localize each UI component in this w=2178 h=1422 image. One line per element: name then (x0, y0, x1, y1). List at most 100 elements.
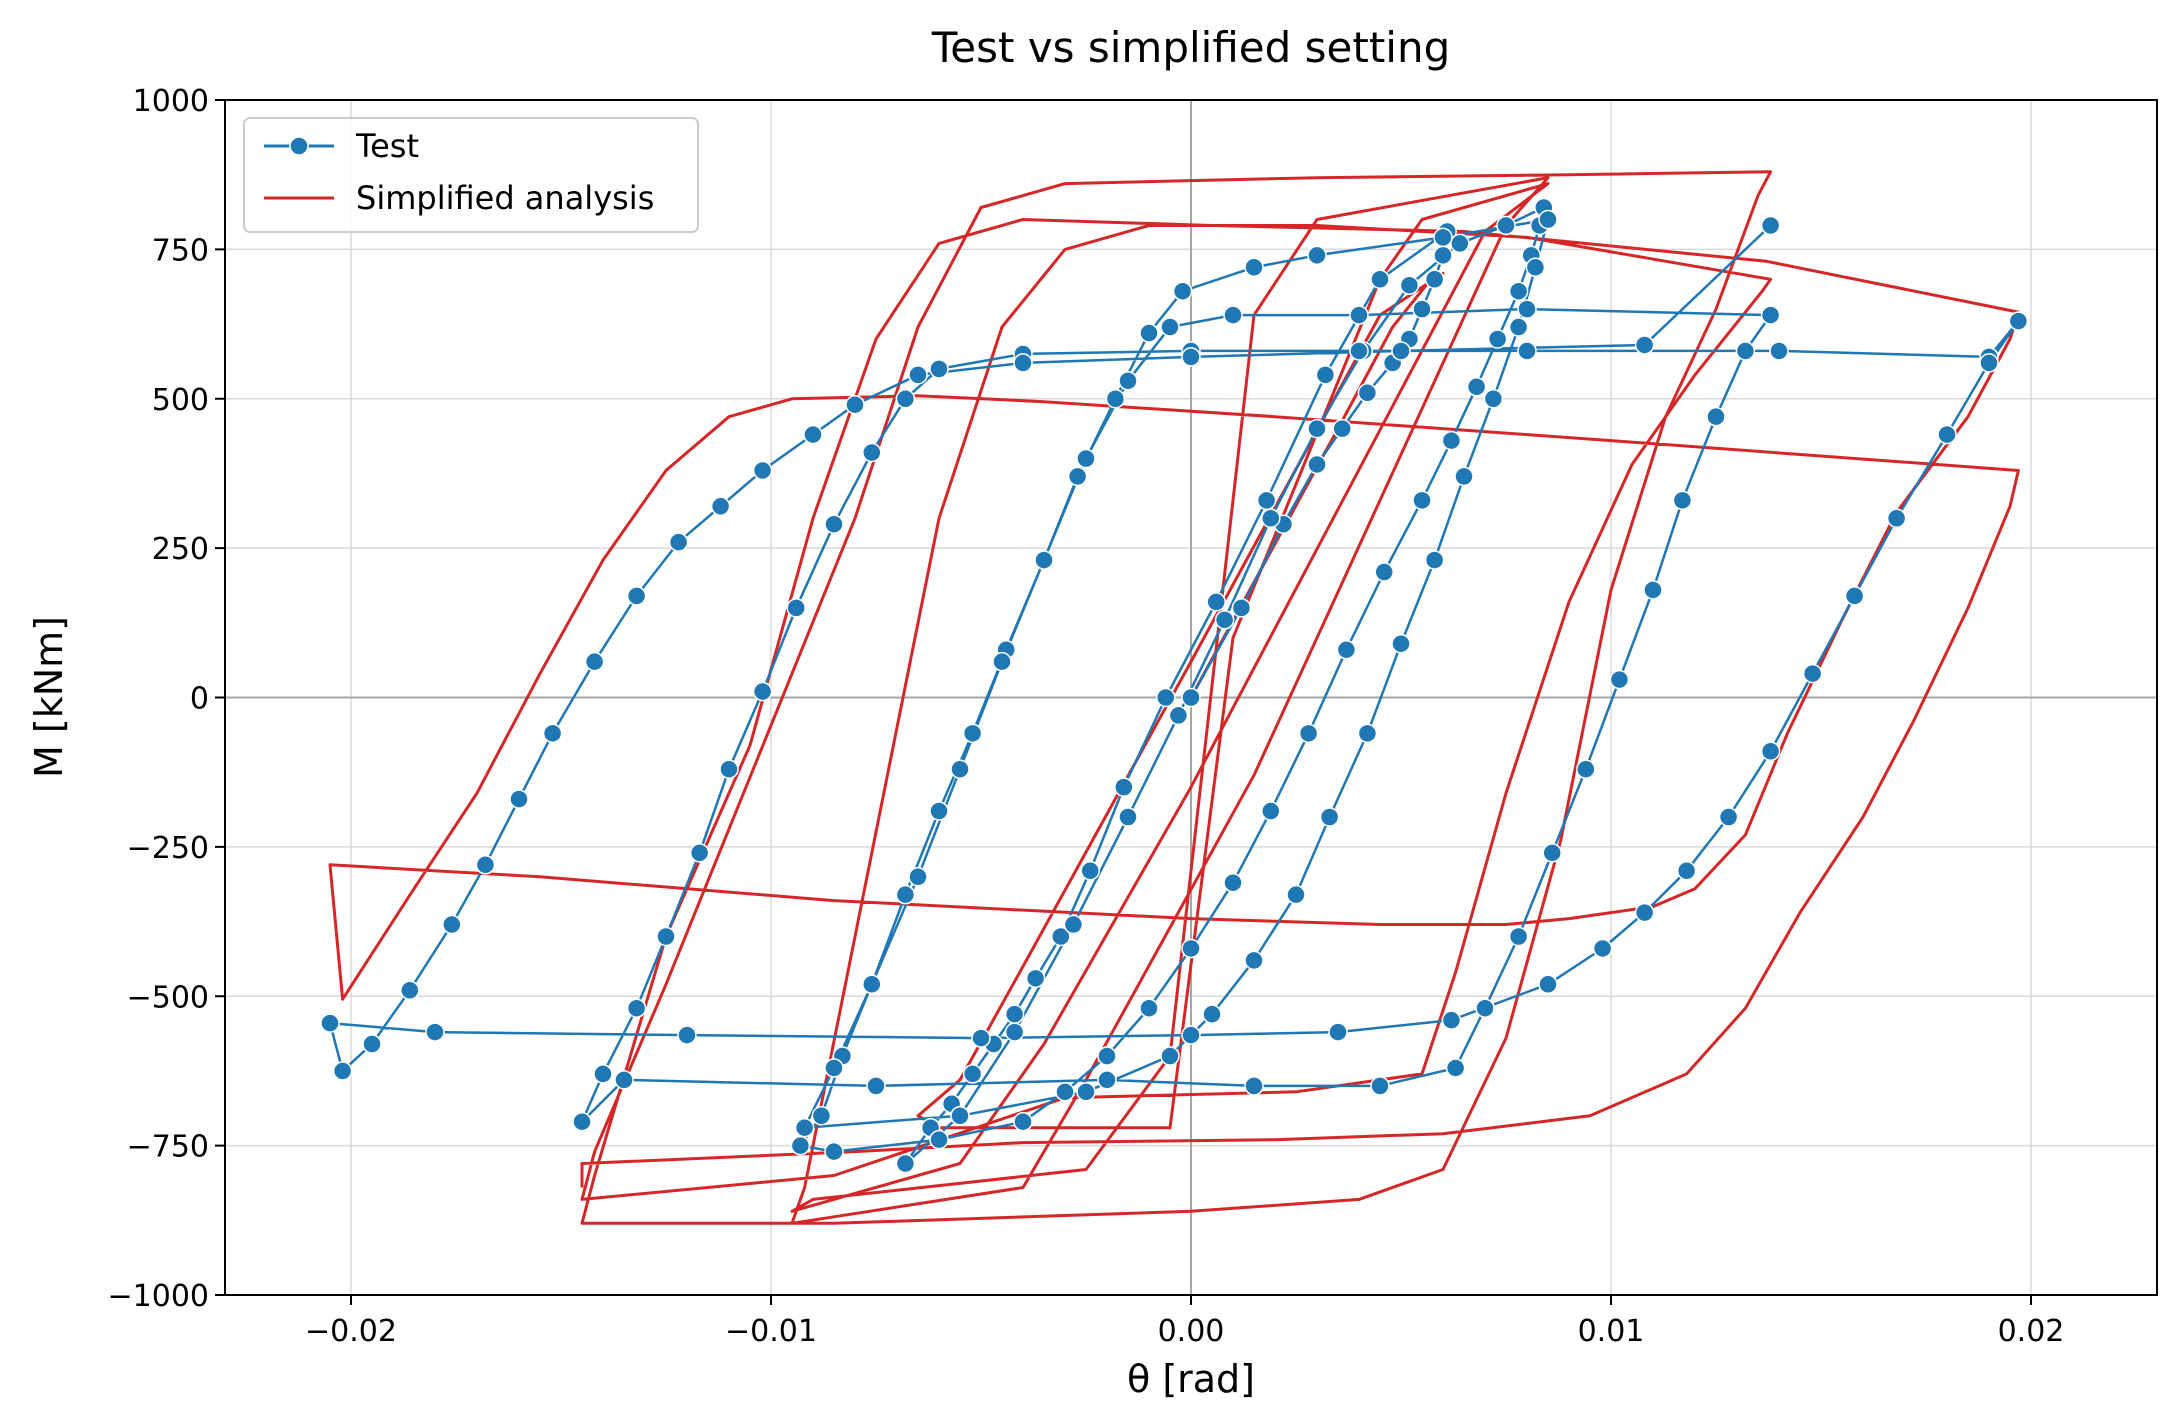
test-data-point (1802, 663, 1823, 684)
test-data-point (1244, 950, 1264, 971)
test-data-point (790, 1135, 811, 1156)
test-data-point (1370, 269, 1390, 289)
test-data-point (1496, 215, 1516, 236)
test-data-point (1231, 598, 1252, 618)
test-data-point (1181, 938, 1201, 959)
test-data-point (1399, 275, 1420, 295)
test-data-point (1609, 669, 1630, 690)
test-data-point (626, 998, 647, 1018)
test-data-point (895, 884, 916, 905)
test-data-point (1051, 926, 1071, 947)
test-data-point (1105, 389, 1126, 409)
y-tick-label: −750 (127, 1130, 209, 1165)
test-data-point (752, 681, 773, 702)
test-data-point (895, 389, 916, 409)
test-data-point (1118, 371, 1138, 391)
test-data-point (1244, 1076, 1264, 1096)
test-data-point (950, 759, 970, 779)
test-data-point (794, 1117, 815, 1138)
test-data-point (1332, 418, 1352, 439)
test-data-point (542, 723, 563, 744)
test-data-point (1433, 245, 1453, 266)
test-data-point (1328, 1022, 1348, 1042)
test-data-point (584, 651, 605, 672)
test-data-point (1357, 383, 1378, 403)
test-data-point (1445, 1058, 1466, 1078)
test-data-point (1769, 341, 1789, 361)
test-data-point (1475, 998, 1495, 1018)
test-data-point (1538, 974, 1558, 995)
test-data-point (1139, 323, 1159, 343)
test-data-point (1433, 227, 1453, 248)
test-data-point (1055, 1082, 1075, 1102)
y-tick-label: −1000 (108, 1279, 209, 1314)
test-data-point (1483, 389, 1504, 409)
test-data-point (1349, 305, 1369, 325)
test-data-point (811, 1106, 832, 1126)
test-data-point (1223, 305, 1243, 325)
test-data-point (1286, 884, 1306, 905)
test-data-point (1391, 633, 1411, 654)
test-data-point (1298, 723, 1319, 744)
x-tick-label: 0.01 (1578, 1314, 1645, 1349)
test-data-point (1097, 1046, 1117, 1066)
test-data-point (1718, 807, 1739, 827)
test-data-point (1063, 914, 1084, 935)
test-data-point (1391, 341, 1411, 361)
test-data-point (509, 789, 529, 809)
test-data-point (1412, 299, 1432, 319)
test-data-point (320, 1013, 340, 1033)
test-data-point (1979, 353, 1999, 373)
test-data-point (803, 424, 823, 445)
test-data-point (1525, 257, 1546, 278)
x-tick-label: 0.02 (1998, 1314, 2065, 1349)
test-data-point (1156, 687, 1176, 708)
test-data-point (1315, 365, 1336, 385)
test-data-point (719, 759, 739, 779)
test-data-point (824, 514, 844, 534)
test-data-point (1634, 335, 1655, 355)
test-data-point (1076, 1082, 1096, 1102)
test-data-point (1080, 861, 1100, 881)
test-data-point (1349, 341, 1369, 361)
test-data-point (908, 867, 928, 887)
test-data-point (1261, 508, 1281, 528)
test-data-point (626, 586, 647, 606)
test-data-point (1634, 902, 1655, 923)
test-data-point (1307, 454, 1327, 475)
test-data-point (1676, 861, 1697, 881)
legend: Test Simplified analysis (243, 117, 699, 233)
legend-simplified-label: Simplified analysis (356, 179, 654, 217)
test-data-point (1223, 872, 1243, 893)
test-data-point (1517, 299, 1537, 319)
test-data-point (1508, 317, 1529, 337)
test-data-point (668, 532, 689, 552)
test-data-point (710, 496, 731, 517)
series-simplified-analysis (328, 170, 2020, 1225)
test-data-point (1441, 1010, 1462, 1030)
test-data-point (971, 1028, 991, 1048)
test-data-point (1181, 1025, 1201, 1045)
test-data-point (1172, 281, 1193, 301)
chart-title: Test vs simplified setting (931, 23, 1451, 72)
test-data-point (1643, 580, 1663, 600)
test-data-point (2008, 311, 2029, 331)
test-data-point (1450, 233, 1470, 254)
test-data-point (1181, 347, 1201, 367)
test-data-point (962, 723, 983, 744)
test-data-point (362, 1034, 382, 1054)
test-data-point (962, 1064, 983, 1084)
test-data-point (1542, 843, 1562, 863)
y-axis-label: M [kNm] (27, 616, 71, 778)
test-data-point (442, 914, 462, 935)
test-data-point (908, 365, 928, 385)
test-data-point (824, 1141, 844, 1162)
test-data-point (786, 598, 806, 618)
legend-test-label: Test (355, 127, 419, 165)
test-data-point (1487, 329, 1508, 349)
test-data-point (1244, 257, 1264, 278)
test-data-point (1076, 448, 1096, 469)
test-data-point (572, 1111, 592, 1132)
test-data-point (1336, 639, 1357, 660)
